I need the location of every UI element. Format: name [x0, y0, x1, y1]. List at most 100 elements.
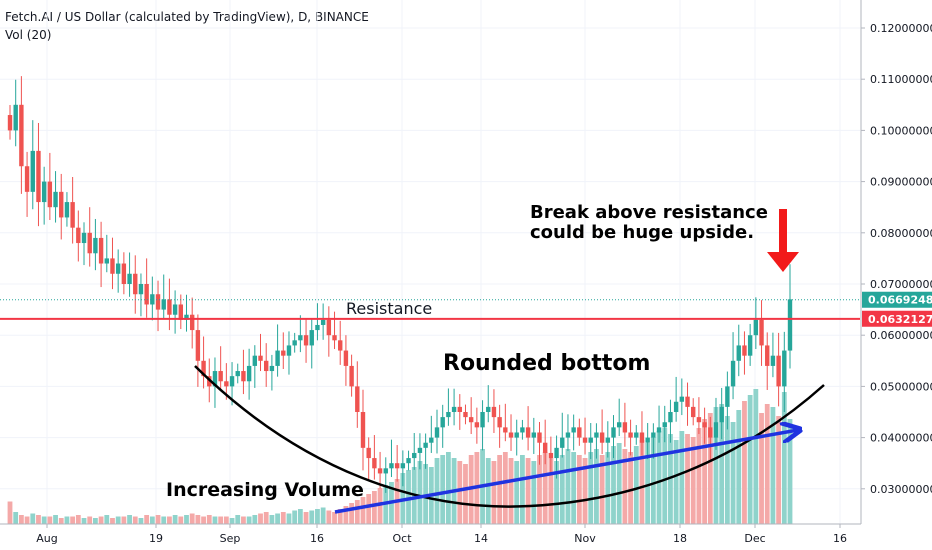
candle[interactable]	[93, 218, 98, 271]
candle[interactable]	[30, 120, 35, 210]
candle[interactable]	[497, 404, 502, 448]
candle[interactable]	[423, 433, 428, 469]
candle[interactable]	[64, 192, 70, 227]
candle[interactable]	[19, 76, 24, 194]
candle[interactable]	[503, 403, 508, 442]
candle[interactable]	[127, 252, 132, 297]
candle[interactable]	[400, 450, 406, 487]
candle[interactable]	[673, 376, 679, 422]
candle[interactable]	[355, 361, 360, 428]
candle[interactable]	[560, 412, 565, 458]
candle[interactable]	[201, 336, 206, 389]
candle[interactable]	[742, 331, 747, 375]
candle[interactable]	[599, 409, 605, 454]
candle[interactable]	[457, 394, 462, 430]
candle[interactable]	[98, 221, 104, 288]
candle[interactable]	[218, 346, 223, 392]
candle[interactable]	[486, 385, 491, 423]
candle[interactable]	[133, 255, 138, 314]
candle[interactable]	[24, 151, 30, 217]
candle[interactable]	[577, 418, 582, 446]
candle[interactable]	[639, 411, 645, 456]
candle[interactable]	[110, 237, 115, 290]
candle[interactable]	[161, 274, 166, 320]
candle[interactable]	[759, 300, 764, 366]
candle[interactable]	[412, 432, 417, 470]
candle[interactable]	[622, 402, 628, 447]
candle[interactable]	[281, 332, 286, 369]
candle[interactable]	[7, 105, 13, 140]
candle[interactable]	[685, 382, 690, 426]
candle[interactable]	[787, 264, 793, 369]
volume-indicator-label[interactable]: Vol (20)	[5, 28, 52, 42]
candle[interactable]	[167, 278, 172, 331]
candle[interactable]	[366, 437, 371, 481]
candle[interactable]	[144, 258, 149, 318]
candle[interactable]	[588, 423, 593, 460]
candle[interactable]	[480, 400, 485, 451]
candle[interactable]	[41, 166, 47, 225]
candle[interactable]	[417, 433, 423, 470]
candle[interactable]	[537, 421, 542, 465]
candle[interactable]	[708, 416, 713, 460]
candle[interactable]	[286, 331, 292, 375]
candle[interactable]	[76, 210, 81, 262]
candle[interactable]	[474, 407, 480, 444]
candle[interactable]	[691, 398, 696, 426]
candle[interactable]	[747, 323, 753, 366]
candle[interactable]	[389, 439, 394, 478]
candle[interactable]	[81, 222, 87, 266]
candle[interactable]	[679, 378, 685, 416]
candle[interactable]	[571, 414, 576, 451]
candle[interactable]	[372, 435, 377, 480]
candle[interactable]	[349, 354, 354, 397]
candle[interactable]	[491, 389, 497, 433]
candle[interactable]	[377, 451, 383, 489]
candle[interactable]	[508, 414, 514, 451]
candle[interactable]	[212, 357, 218, 408]
candle[interactable]	[594, 423, 599, 459]
candle[interactable]	[520, 419, 525, 440]
candle[interactable]	[696, 397, 702, 435]
candle[interactable]	[360, 389, 366, 471]
candle[interactable]	[468, 397, 474, 435]
candle[interactable]	[241, 349, 246, 395]
candle[interactable]	[719, 387, 724, 440]
candle[interactable]	[429, 415, 434, 453]
candle[interactable]	[315, 303, 320, 341]
candle[interactable]	[770, 332, 776, 378]
candle[interactable]	[525, 406, 531, 451]
candle[interactable]	[252, 345, 258, 388]
candle[interactable]	[514, 419, 519, 456]
candle[interactable]	[776, 332, 781, 407]
candle[interactable]	[611, 415, 616, 459]
candle[interactable]	[730, 332, 736, 400]
candle[interactable]	[292, 332, 297, 353]
candle[interactable]	[320, 303, 326, 340]
candle[interactable]	[298, 315, 303, 353]
candle[interactable]	[184, 294, 189, 332]
candle[interactable]	[605, 421, 611, 458]
candle[interactable]	[634, 425, 639, 445]
candle[interactable]	[753, 297, 759, 350]
candle[interactable]	[531, 417, 536, 454]
candle[interactable]	[616, 398, 622, 437]
symbol-title[interactable]: Fetch.AI / US Dollar (calculated by Trad…	[5, 10, 369, 24]
candle[interactable]	[303, 319, 309, 363]
candle[interactable]	[446, 388, 451, 426]
candle[interactable]	[275, 324, 280, 377]
candle[interactable]	[542, 419, 548, 465]
candle[interactable]	[582, 417, 588, 455]
candle[interactable]	[121, 252, 127, 295]
candle[interactable]	[656, 405, 662, 443]
candle[interactable]	[264, 343, 269, 387]
candle[interactable]	[70, 176, 75, 244]
candle[interactable]	[87, 207, 92, 267]
candle[interactable]	[662, 405, 667, 443]
candle[interactable]	[463, 404, 468, 425]
candle[interactable]	[47, 152, 53, 220]
candle[interactable]	[36, 122, 41, 227]
candle[interactable]	[628, 419, 633, 456]
candle[interactable]	[765, 332, 770, 390]
candle[interactable]	[736, 324, 741, 377]
